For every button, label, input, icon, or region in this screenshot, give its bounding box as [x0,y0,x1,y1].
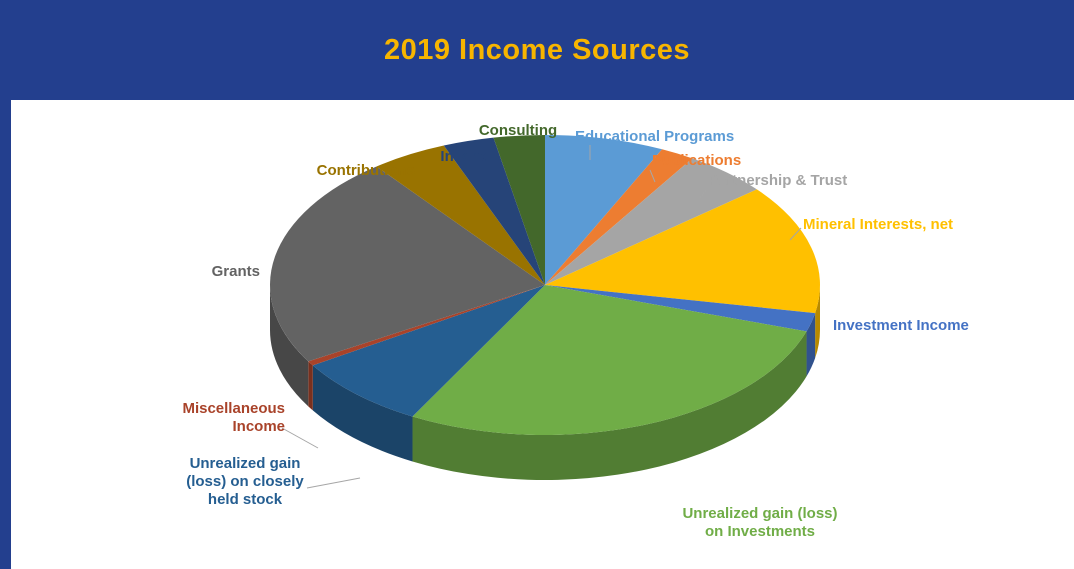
slice [376,145,545,285]
leader-line [649,169,656,183]
slice [493,135,545,285]
slice-label: Unrealized gain (loss) on closely held s… [186,455,304,508]
slice-side [270,285,309,407]
slice-label: Publications [652,152,742,169]
slice-label: Grants [211,263,260,280]
slice-label: Miscellaneous Income [182,400,285,435]
slice-side [806,313,816,377]
chart-title: 2019 Income Sources [383,34,691,66]
slice-label: Unrealized gain (loss) on Investments [682,505,838,540]
slice [545,285,816,332]
slice-label: Mineral Interests, net [803,216,954,233]
leader-line [789,227,802,241]
slice-label: Contributions [316,162,415,179]
slice-label: Consulting [478,122,558,139]
leader-line [306,477,361,489]
leader-line [281,427,319,449]
leader-line [699,189,707,199]
slice [443,137,545,285]
slice [545,149,693,285]
slice-label: In-kind [440,148,490,165]
frame-edge [0,100,10,569]
slice-side [312,365,413,462]
slice-side [412,331,807,480]
slice [312,285,545,417]
title-bar [0,0,1074,100]
slice [545,158,757,285]
slice [545,135,663,285]
slice-label: Investment Income [833,317,969,334]
slice [412,285,807,435]
slice-label: Educational Programs [575,128,735,145]
slice-label: Partnership & Trust [708,172,848,189]
slice-side [815,285,821,359]
slice [269,166,545,362]
slice-side [308,361,313,411]
slice [545,189,820,314]
slice [308,285,545,366]
